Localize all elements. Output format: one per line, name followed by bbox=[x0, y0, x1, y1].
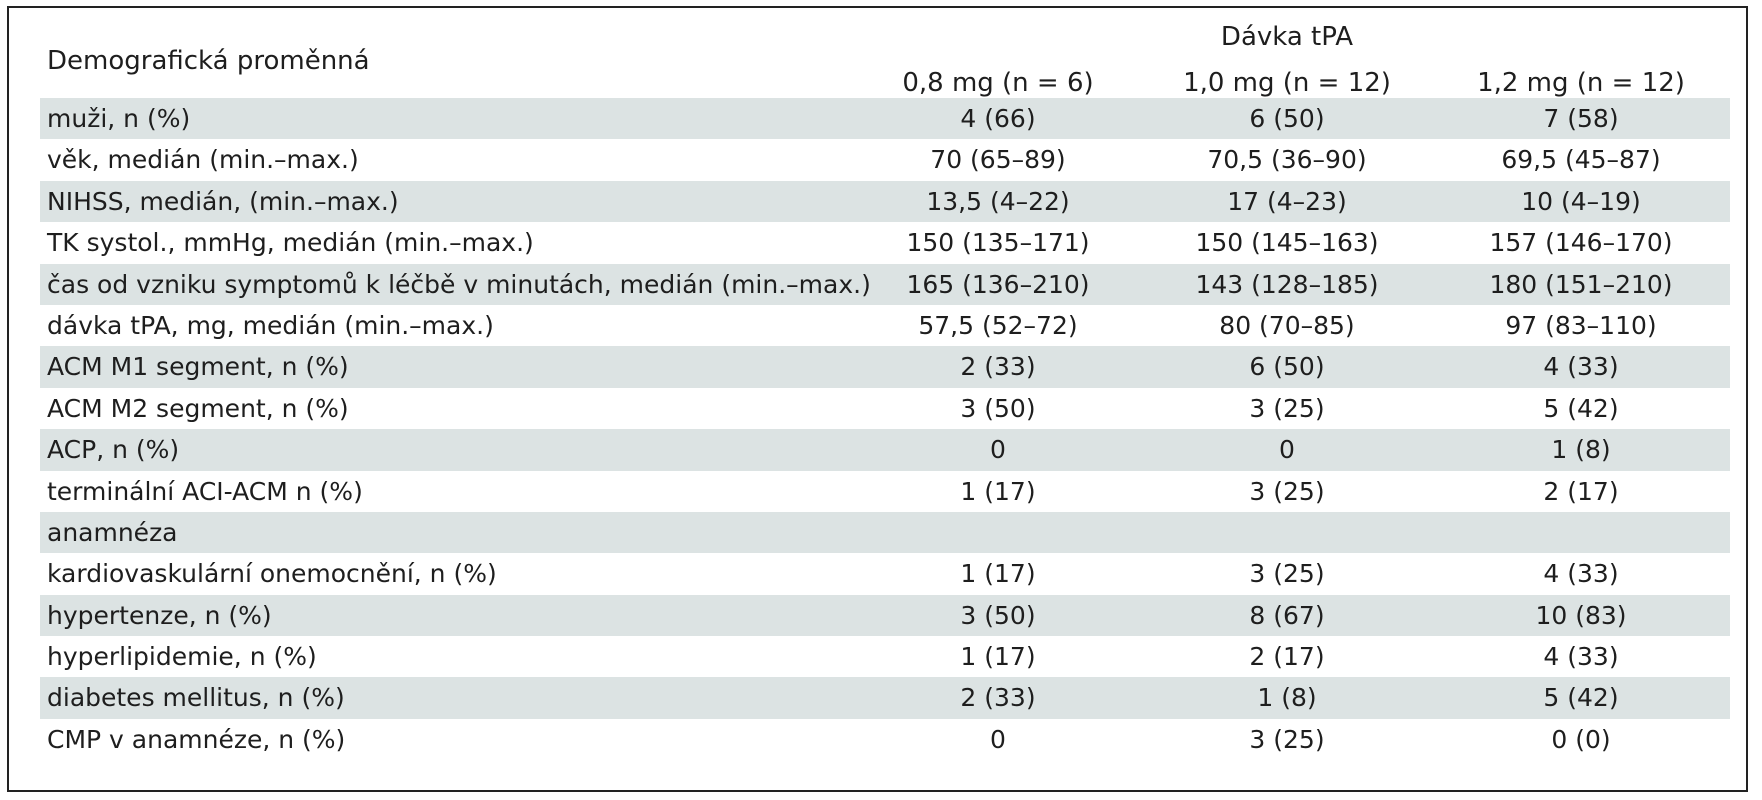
row-label: věk, medián (min.–max.) bbox=[47, 145, 359, 175]
cell-dose-0-8: 3 (50) bbox=[960, 393, 1036, 423]
cell-dose-1-0: 17 (4–23) bbox=[1227, 186, 1347, 216]
cell-dose-1-0: 1 (8) bbox=[1257, 683, 1317, 713]
row-label: CMP v anamnéze, n (%) bbox=[47, 724, 346, 754]
cell-dose-1-2: 4 (33) bbox=[1543, 352, 1619, 382]
cell-dose-1-0: 143 (128–185) bbox=[1195, 269, 1379, 299]
table-body: muži, n (%) 4 (66) 6 (50) 7 (58) věk, me… bbox=[40, 98, 1730, 760]
table-row: dávka tPA, mg, medián (min.–max.) 57,5 (… bbox=[40, 305, 1730, 346]
cell-dose-1-0: 2 (17) bbox=[1249, 642, 1325, 672]
table-row: hypertenze, n (%) 3 (50) 8 (67) 10 (83) bbox=[40, 594, 1730, 637]
table-row: ACM M2 segment, n (%) 3 (50) 3 (25) 5 (4… bbox=[40, 388, 1730, 429]
cell-dose-1-2: 10 (4–19) bbox=[1521, 186, 1641, 216]
cell-dose-1-2: 97 (83–110) bbox=[1505, 310, 1657, 340]
table-row: hyperlipidemie, n (%) 1 (17) 2 (17) 4 (3… bbox=[40, 636, 1730, 677]
cell-dose-1-2: 5 (42) bbox=[1543, 683, 1619, 713]
column-header-dose-0-8: 0,8 mg (n = 6) bbox=[902, 68, 1094, 98]
cell-dose-0-8: 3 (50) bbox=[960, 600, 1036, 630]
cell-dose-0-8: 1 (17) bbox=[960, 476, 1036, 506]
table-row: věk, medián (min.–max.) 70 (65–89) 70,5 … bbox=[40, 139, 1730, 180]
cell-dose-1-2: 69,5 (45–87) bbox=[1501, 145, 1661, 175]
cell-dose-1-0: 3 (25) bbox=[1249, 559, 1325, 589]
table-section-row: anamnéza bbox=[40, 511, 1730, 554]
cell-dose-0-8: 2 (33) bbox=[960, 683, 1036, 713]
cell-dose-0-8: 1 (17) bbox=[960, 559, 1036, 589]
cell-dose-1-2: 180 (151–210) bbox=[1489, 269, 1673, 299]
cell-dose-0-8: 57,5 (52–72) bbox=[918, 310, 1078, 340]
cell-dose-1-2: 0 (0) bbox=[1551, 724, 1611, 754]
cell-dose-1-0: 3 (25) bbox=[1249, 724, 1325, 754]
row-label: ACM M2 segment, n (%) bbox=[47, 393, 349, 423]
cell-dose-1-0: 70,5 (36–90) bbox=[1207, 145, 1367, 175]
cell-dose-1-0: 6 (50) bbox=[1249, 104, 1325, 133]
table-row: terminální ACI-ACM n (%) 1 (17) 3 (25) 2… bbox=[40, 471, 1730, 512]
cell-dose-1-0: 150 (145–163) bbox=[1195, 228, 1379, 258]
cell-dose-0-8: 4 (66) bbox=[960, 104, 1036, 133]
cell-dose-0-8: 13,5 (4–22) bbox=[926, 186, 1070, 216]
row-label: muži, n (%) bbox=[47, 104, 191, 133]
section-label: anamnéza bbox=[47, 517, 178, 547]
variable-column-header: Demografická proměnná bbox=[47, 46, 370, 76]
cell-dose-0-8: 150 (135–171) bbox=[906, 228, 1090, 258]
cell-dose-0-8: 165 (136–210) bbox=[906, 269, 1090, 299]
table-frame: Demografická proměnná Dávka tPA 0,8 mg (… bbox=[7, 6, 1748, 792]
cell-dose-1-2: 2 (17) bbox=[1543, 476, 1619, 506]
table-row: ACP, n (%) 0 0 1 (8) bbox=[40, 429, 1730, 471]
cell-dose-0-8: 0 bbox=[990, 724, 1006, 754]
cell-dose-1-2: 157 (146–170) bbox=[1489, 228, 1673, 258]
cell-dose-1-0: 0 bbox=[1279, 435, 1295, 465]
cell-dose-0-8: 0 bbox=[990, 435, 1006, 465]
cell-dose-1-2: 5 (42) bbox=[1543, 393, 1619, 423]
table-row: čas od vzniku symptomů k léčbě v minutác… bbox=[40, 263, 1730, 305]
cell-dose-1-0: 8 (67) bbox=[1249, 600, 1325, 630]
row-label: hyperlipidemie, n (%) bbox=[47, 642, 317, 672]
cell-dose-1-0: 3 (25) bbox=[1249, 393, 1325, 423]
row-label: ACM M1 segment, n (%) bbox=[47, 352, 349, 382]
row-label: dávka tPA, mg, medián (min.–max.) bbox=[47, 310, 494, 340]
table-row: CMP v anamnéze, n (%) 0 3 (25) 0 (0) bbox=[40, 719, 1730, 760]
cell-dose-1-0: 3 (25) bbox=[1249, 476, 1325, 506]
cell-dose-0-8: 70 (65–89) bbox=[930, 145, 1066, 175]
table-row: muži, n (%) 4 (66) 6 (50) 7 (58) bbox=[40, 98, 1730, 140]
column-header-dose-1-0: 1,0 mg (n = 12) bbox=[1183, 68, 1391, 98]
table-row: kardiovaskulární onemocnění, n (%) 1 (17… bbox=[40, 553, 1730, 594]
row-label: čas od vzniku symptomů k léčbě v minutác… bbox=[47, 269, 871, 299]
row-label: NIHSS, medián, (min.–max.) bbox=[47, 186, 399, 216]
cell-dose-1-2: 7 (58) bbox=[1543, 104, 1619, 133]
cell-dose-0-8: 1 (17) bbox=[960, 642, 1036, 672]
cell-dose-1-2: 10 (83) bbox=[1535, 600, 1627, 630]
cell-dose-0-8: 2 (33) bbox=[960, 352, 1036, 382]
row-label: terminální ACI-ACM n (%) bbox=[47, 476, 363, 506]
column-header-dose-1-2: 1,2 mg (n = 12) bbox=[1477, 68, 1685, 98]
cell-dose-1-2: 1 (8) bbox=[1551, 435, 1611, 465]
table-row: TK systol., mmHg, medián (min.–max.) 150… bbox=[40, 222, 1730, 263]
cell-dose-1-2: 4 (33) bbox=[1543, 642, 1619, 672]
cell-dose-1-2: 4 (33) bbox=[1543, 559, 1619, 589]
cell-dose-1-0: 80 (70–85) bbox=[1219, 310, 1355, 340]
cell-dose-1-0: 6 (50) bbox=[1249, 352, 1325, 382]
row-label: ACP, n (%) bbox=[47, 435, 180, 465]
table-row: ACM M1 segment, n (%) 2 (33) 6 (50) 4 (3… bbox=[40, 346, 1730, 388]
table-header: Demografická proměnná Dávka tPA 0,8 mg (… bbox=[9, 8, 1750, 108]
table-row: diabetes mellitus, n (%) 2 (33) 1 (8) 5 … bbox=[40, 677, 1730, 719]
row-label: TK systol., mmHg, medián (min.–max.) bbox=[47, 228, 534, 258]
dose-group-title: Dávka tPA bbox=[1220, 22, 1354, 52]
table-row: NIHSS, medián, (min.–max.) 13,5 (4–22) 1… bbox=[40, 180, 1730, 223]
row-label: kardiovaskulární onemocnění, n (%) bbox=[47, 559, 497, 589]
row-label: hypertenze, n (%) bbox=[47, 600, 272, 630]
row-label: diabetes mellitus, n (%) bbox=[47, 683, 345, 713]
